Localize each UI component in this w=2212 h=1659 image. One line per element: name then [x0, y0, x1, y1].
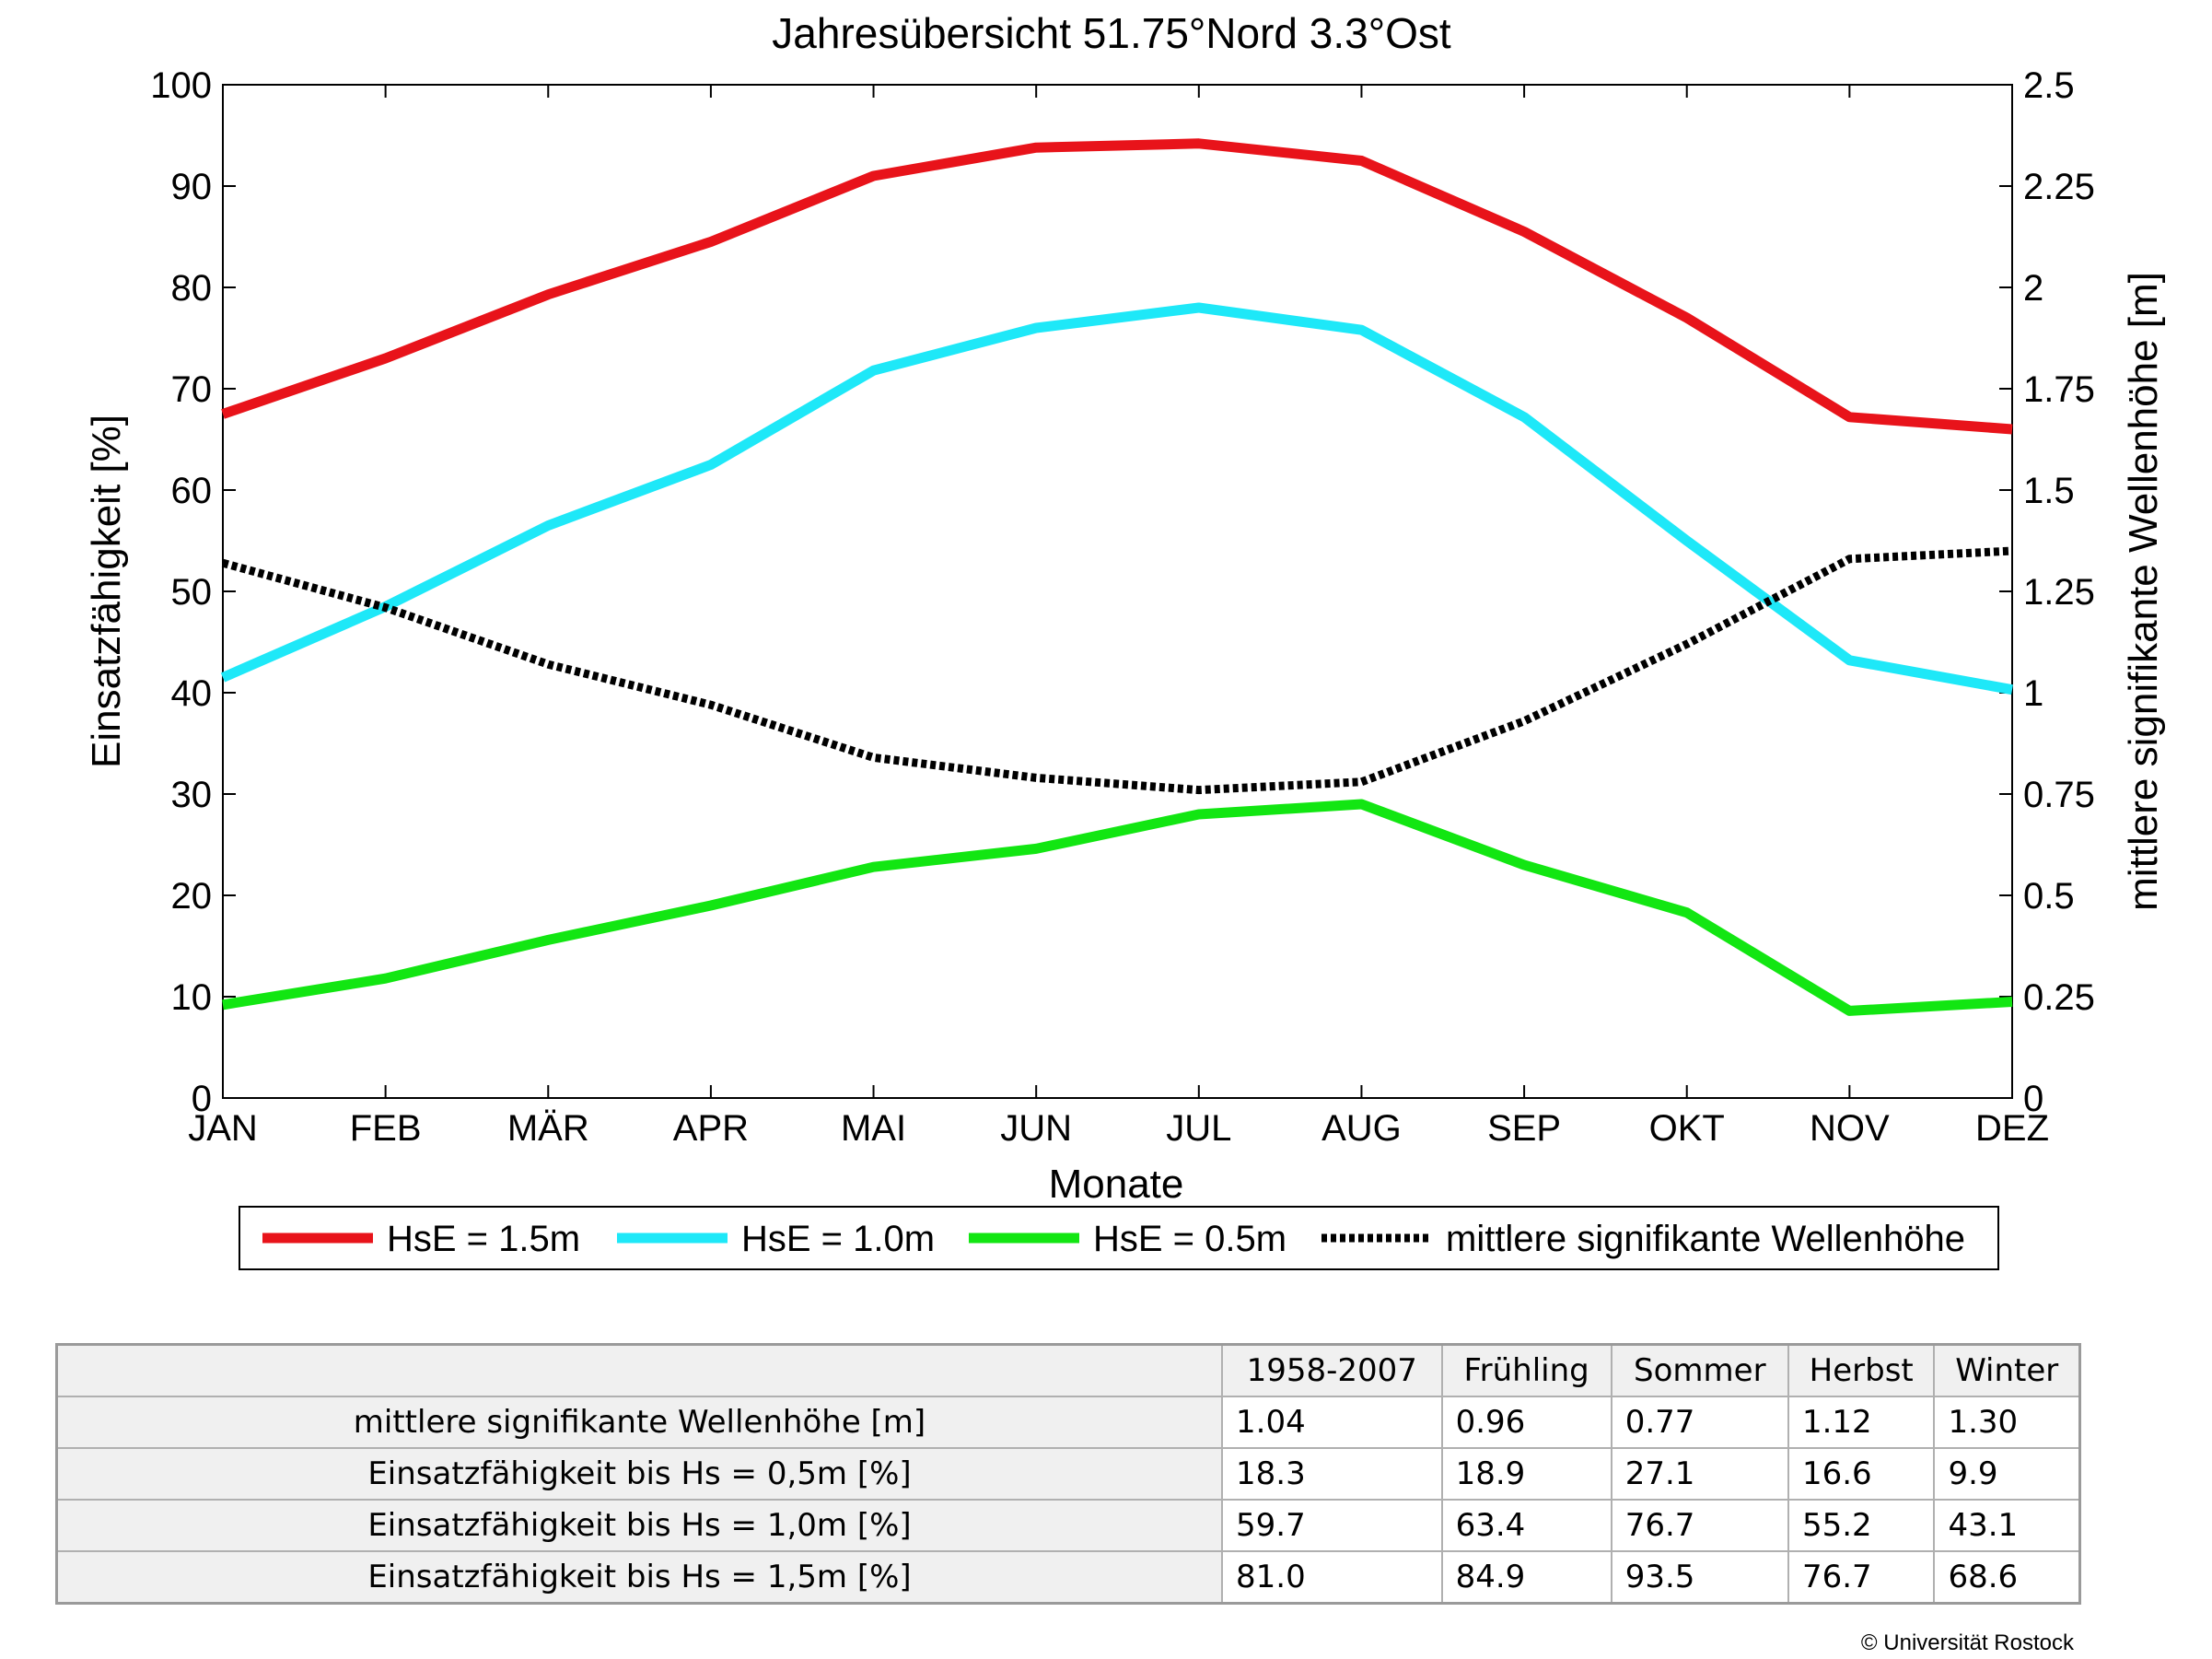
- y-tick-label: 70: [171, 369, 213, 410]
- y-tick-label: 90: [171, 167, 213, 207]
- table-cell: 76.7: [1787, 1550, 1936, 1605]
- table-row: Einsatzfähigkeit bis Hs = 0,5m [%] 18.3 …: [55, 1447, 2081, 1501]
- x-tick-label: OKT: [1649, 1108, 1725, 1149]
- y-tick-label: 30: [171, 775, 213, 815]
- table-row: Einsatzfähigkeit bis Hs = 1,5m [%] 81.0 …: [55, 1550, 2081, 1605]
- y2-tick-label: 0.5: [2023, 876, 2075, 917]
- y-tick-label: 20: [171, 876, 213, 917]
- table-cell: 1.30: [1933, 1396, 2081, 1449]
- y-tick-label: 40: [171, 673, 213, 714]
- y2-tick-label: 1.5: [2023, 471, 2075, 511]
- table-header-row: 1958-2007 Frühling Sommer Herbst Winter: [55, 1343, 2081, 1397]
- table-cell: 59.7: [1221, 1499, 1443, 1552]
- legend-label: HsE = 0.5m: [1093, 1219, 1286, 1259]
- series-line: [220, 302, 2013, 695]
- table-cell: 63.4: [1440, 1499, 1612, 1552]
- x-tick-label: APR: [673, 1108, 749, 1149]
- row-label: Einsatzfähigkeit bis Hs = 1,0m [%]: [55, 1499, 1223, 1552]
- table-corner-cell: [55, 1343, 1223, 1397]
- y2-tick-label: 2.5: [2023, 65, 2075, 106]
- table-cell: 76.7: [1610, 1499, 1789, 1552]
- table-cell: 16.6: [1787, 1447, 1936, 1501]
- series-line: [221, 138, 2013, 435]
- y2-tick-label: 2: [2023, 268, 2043, 309]
- y2-tick-label: 1.25: [2023, 572, 2095, 613]
- legend-label: mittlere signifikante Wellenhöhe: [1446, 1219, 1965, 1259]
- legend-label: HsE = 1.5m: [387, 1219, 580, 1259]
- table-cell: 68.6: [1933, 1550, 2081, 1605]
- y2-tick-label: 1.75: [2023, 369, 2095, 410]
- table-cell: 0.96: [1440, 1396, 1612, 1449]
- x-tick-label: AUG: [1321, 1108, 1402, 1149]
- y2-tick-label: 1: [2023, 673, 2043, 714]
- y-tick-label: 60: [171, 471, 213, 511]
- table-cell: 93.5: [1610, 1550, 1789, 1605]
- series-line: [222, 799, 2013, 1016]
- right-axis: 0 0.25 0.5 0.75 1 1.25 1.5 1.75 2 2.25 2.5: [1999, 65, 2095, 1119]
- table-header-period: 1958-2007: [1221, 1343, 1443, 1397]
- table-cell: 18.3: [1221, 1447, 1443, 1501]
- table-cell: 84.9: [1440, 1550, 1612, 1605]
- series-line: [221, 546, 2013, 795]
- stats-table: 1958-2007 Frühling Sommer Herbst Winter …: [55, 1343, 2081, 1605]
- chart-title: Jahresübersicht 51.75°Nord 3.3°Ost: [772, 9, 1451, 57]
- x-tick-label: MAI: [841, 1108, 906, 1149]
- table-header-autumn: Herbst: [1787, 1343, 1936, 1397]
- y2-tick-label: 0.75: [2023, 775, 2095, 815]
- y-tick-label: 80: [171, 268, 213, 309]
- table-cell: 81.0: [1221, 1550, 1443, 1605]
- y2-axis-label: mittlere signifikante Wellenhöhe [m]: [2121, 272, 2166, 911]
- x-tick-label: JUL: [1166, 1108, 1231, 1149]
- table-row: Einsatzfähigkeit bis Hs = 1,0m [%] 59.7 …: [55, 1499, 2081, 1552]
- series-layer: [220, 138, 2013, 1016]
- x-tick-label: NOV: [1810, 1108, 1890, 1149]
- row-label: mittlere signifikante Wellenhöhe [m]: [55, 1396, 1223, 1449]
- table-cell: 55.2: [1787, 1499, 1936, 1552]
- table-cell: 0.77: [1610, 1396, 1789, 1449]
- y-tick-label: 0: [192, 1079, 212, 1119]
- table-cell: 43.1: [1933, 1499, 2081, 1552]
- x-tick-label: FEB: [350, 1108, 422, 1149]
- left-axis: 0 10 20 30 40 50 60 70 80 90 100: [150, 65, 236, 1119]
- y-tick-label: 100: [150, 65, 212, 106]
- chart: Jahresübersicht 51.75°Nord 3.3°Ost 01020…: [84, 9, 2166, 1270]
- x-axis-label: Monate: [1049, 1162, 1184, 1207]
- copyright-notice: © Universität Rostock: [1860, 1630, 2074, 1655]
- table-header-summer: Sommer: [1610, 1343, 1789, 1397]
- table-cell: 27.1: [1610, 1447, 1789, 1501]
- y2-tick-label: 2.25: [2023, 167, 2095, 207]
- row-label: Einsatzfähigkeit bis Hs = 1,5m [%]: [55, 1550, 1223, 1605]
- x-tick-label: SEP: [1487, 1108, 1561, 1149]
- table-row: mittlere signifikante Wellenhöhe [m] 1.0…: [55, 1396, 2081, 1449]
- x-tick-label: DEZ: [1975, 1108, 2049, 1149]
- table-cell: 1.04: [1221, 1396, 1443, 1449]
- y-tick-label: 50: [171, 572, 213, 613]
- y2-tick-label: 0: [2023, 1079, 2043, 1119]
- x-tick-label: JAN: [188, 1108, 258, 1149]
- x-tick-label: JUN: [1000, 1108, 1072, 1149]
- table-cell: 9.9: [1933, 1447, 2081, 1501]
- table-cell: 18.9: [1440, 1447, 1612, 1501]
- legend-label: HsE = 1.0m: [741, 1219, 935, 1259]
- y2-tick-label: 0.25: [2023, 977, 2095, 1018]
- row-label: Einsatzfähigkeit bis Hs = 0,5m [%]: [55, 1447, 1223, 1501]
- legend-box: [239, 1206, 1999, 1270]
- x-tick-label: MÄR: [507, 1108, 589, 1149]
- table-cell: 1.12: [1787, 1396, 1936, 1449]
- legend: HsE = 1.5m HsE = 1.0m HsE = 0.5m mittlere s…: [239, 1206, 1999, 1270]
- y-tick-label: 10: [171, 977, 213, 1018]
- table-header-spring: Frühling: [1440, 1343, 1612, 1397]
- table-header-winter: Winter: [1933, 1343, 2081, 1397]
- y-axis-label: Einsatzfähigkeit [%]: [84, 415, 129, 768]
- x-axis: JAN FEB MÄR APR MAI JUN JUL AUG SEP OKT NOV DEZ: [188, 85, 2049, 1149]
